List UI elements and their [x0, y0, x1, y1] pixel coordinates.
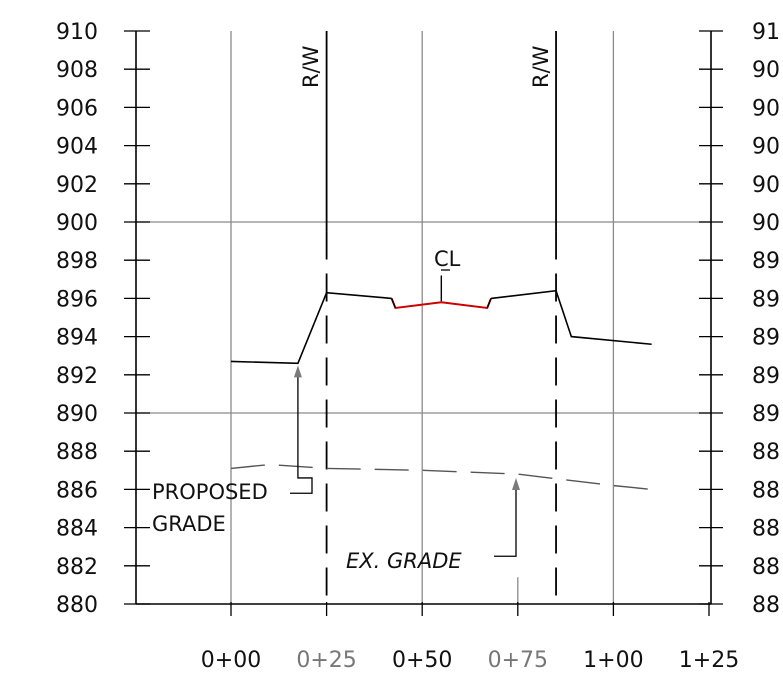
proposed-leader-line: [290, 371, 313, 494]
proposed-grade-line: [490, 289, 652, 346]
right-elevation-label: 91: [752, 20, 780, 45]
shoulder-line: [486, 298, 492, 309]
existing-grade-label: EX. GRADE: [346, 549, 462, 573]
existing-grade-line: [230, 463, 652, 491]
right-elevation-label: 88: [752, 440, 780, 465]
right-elevation-label: 89: [752, 249, 780, 274]
right-of-way-lines: [325, 31, 557, 604]
right-elevation-label: 90: [752, 96, 780, 121]
grid-lines: [136, 31, 711, 604]
elevation-label: 898: [56, 249, 98, 274]
proposed-grade-label-line2: GRADE: [152, 512, 226, 536]
station-label: 1+25: [679, 648, 739, 673]
existing-leader-line: [494, 484, 517, 557]
elevation-label: 906: [56, 96, 98, 121]
right-elevation-label: 90: [752, 173, 780, 198]
elevation-label: 886: [56, 478, 98, 503]
elevation-label: 884: [56, 517, 98, 542]
right-elevation-label: 90: [752, 58, 780, 83]
existing-arrow-head: [512, 478, 520, 491]
elevation-label: 894: [56, 326, 98, 351]
right-elevation-label: 89: [752, 326, 780, 351]
right-elevation-label: 88: [752, 517, 780, 542]
right-elevation-label: 89: [752, 402, 780, 427]
right-elevation-label: 88: [752, 593, 780, 618]
right-elevation-label: 89: [752, 287, 780, 312]
elevation-label: 910: [56, 20, 98, 45]
station-axis: 0+00 0+25 0+50 0+75 1+00 1+25: [201, 602, 739, 673]
station-label: 0+75: [488, 648, 548, 673]
rw-label-right: R/W: [529, 45, 553, 88]
proposed-grade-line: [230, 291, 392, 365]
centerline-label: CL: [434, 247, 461, 271]
right-elevation-label: 89: [752, 364, 780, 389]
right-elevation-label: 88: [752, 555, 780, 580]
right-elevation-axis: 91 90 90 90 90 90 89 89 89 89 89 88 88 88 88 88: [699, 20, 780, 618]
grade-profiles: [230, 275, 652, 491]
annotations: [290, 269, 520, 557]
elevation-label: 904: [56, 135, 98, 160]
proposed-arrow-head: [293, 365, 302, 378]
left-elevation-axis: 910 908 906 904 902 900 898 896 894 892 890 888 886 8…: [56, 20, 150, 618]
elevation-label: 892: [56, 364, 98, 389]
right-elevation-label: 88: [752, 478, 780, 503]
station-label: 1+00: [583, 648, 643, 673]
proposed-grade-label-line1: PROPOSED: [152, 480, 268, 504]
elevation-label: 900: [56, 211, 98, 236]
elevation-label: 890: [56, 402, 98, 427]
right-elevation-label: 90: [752, 211, 780, 236]
right-elevation-label: 90: [752, 135, 780, 160]
shoulder-line: [390, 298, 397, 309]
elevation-label: 882: [56, 555, 98, 580]
rw-label-left: R/W: [299, 45, 323, 88]
elevation-label: 908: [56, 58, 98, 83]
elevation-label: 902: [56, 173, 98, 198]
elevation-label: 896: [56, 287, 98, 312]
elevation-label: 888: [56, 440, 98, 465]
station-label: 0+00: [201, 648, 261, 673]
elevation-label: 880: [56, 593, 98, 618]
station-label: 0+50: [392, 648, 452, 673]
station-label: 0+25: [296, 648, 356, 673]
plot-frame: [135, 31, 712, 605]
